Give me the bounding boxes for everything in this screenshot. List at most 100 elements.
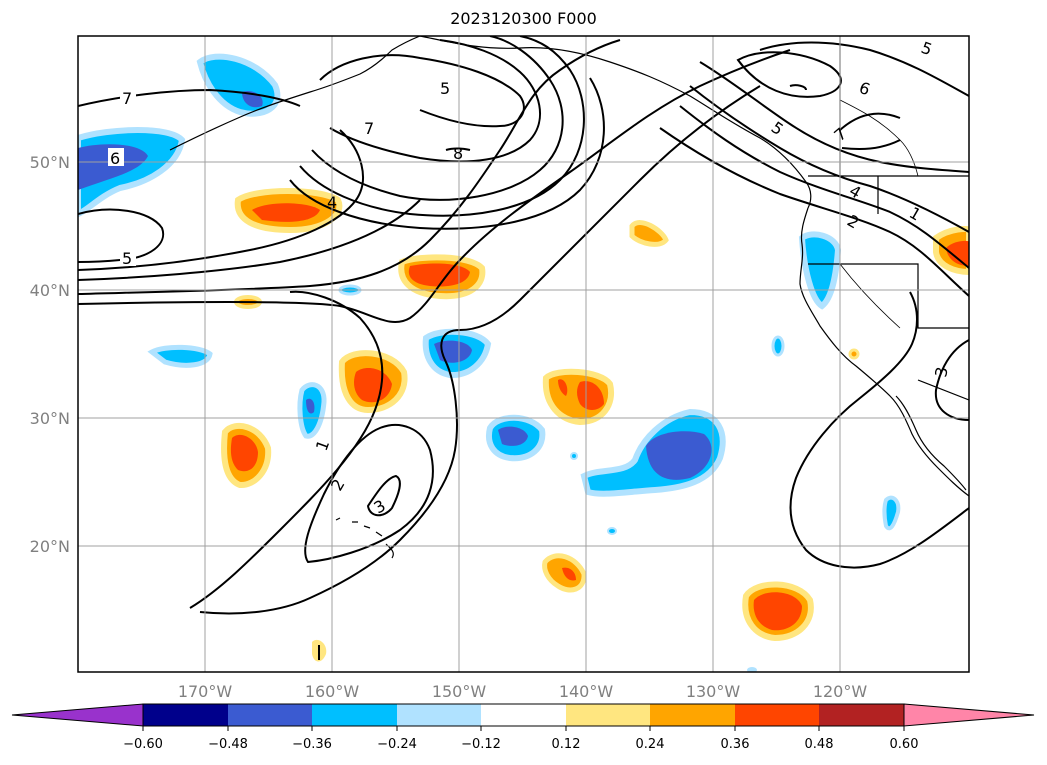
aleutian-islands <box>169 36 421 151</box>
negative-anomaly-core <box>498 426 528 446</box>
contour-line <box>78 49 791 324</box>
contour-label: 5 <box>122 249 132 268</box>
positive-anomaly-blob <box>629 220 669 247</box>
contour-layer <box>78 36 969 615</box>
colorbar-over-triangle <box>903 703 1035 727</box>
positive-anomaly-core <box>230 434 258 472</box>
border-line <box>839 263 901 329</box>
colorbar-ticks <box>142 726 905 731</box>
contour-line <box>189 290 384 609</box>
contour-line <box>199 85 761 615</box>
negative-anomaly-blob <box>607 527 617 535</box>
colorbar-segment <box>819 704 904 726</box>
north-america-west-coast <box>799 207 969 497</box>
negative-anomaly-blob <box>798 231 842 310</box>
colorbar-segment <box>566 704 650 726</box>
colorbar-under-triangle <box>11 703 144 727</box>
negative-anomaly-blob <box>882 495 901 531</box>
colorbar-segment <box>481 704 566 726</box>
negative-anomaly-core <box>646 431 712 480</box>
colorbar-tick-label: 0.24 <box>636 737 665 752</box>
positive-anomaly-core <box>558 379 568 396</box>
contour-line <box>319 54 525 128</box>
negative-anomaly-core <box>78 144 148 190</box>
contour-line <box>659 127 969 297</box>
longitude-labels: 170°W 160°W 150°W 140°W 130°W 120°W <box>178 682 868 701</box>
colorbar-tick-label: −0.60 <box>123 737 163 752</box>
lon-label: 130°W <box>686 682 741 701</box>
contour-line <box>759 41 969 97</box>
colorbar-tick-label: 0.60 <box>890 737 919 752</box>
coastline-layer <box>169 36 969 559</box>
contour-label: 8 <box>453 144 463 163</box>
colorbar-tick-label: 0.48 <box>805 737 834 752</box>
positive-anomaly-core <box>753 592 802 631</box>
lon-label: 150°W <box>432 682 487 701</box>
lon-label: 140°W <box>559 682 614 701</box>
lat-label: 40°N <box>30 281 70 300</box>
positive-anomaly-core <box>577 381 604 410</box>
contour-line <box>78 199 421 281</box>
contour-label: 5 <box>440 79 450 98</box>
colorbar-tick-label: −0.48 <box>208 737 248 752</box>
graticule <box>78 36 969 672</box>
lat-label: 20°N <box>30 537 70 556</box>
contour-line <box>699 61 969 173</box>
contour-line <box>78 88 301 107</box>
contour-label-layer: 7 5 7 6 4 5 8 5 6 5 7 4 2 1 1 2 3 3 <box>108 38 952 517</box>
contour-line <box>679 105 969 269</box>
contour-line <box>78 208 165 263</box>
colorbar-tick-label: −0.12 <box>461 737 501 752</box>
colorbar-segment <box>143 704 228 726</box>
contour-label: 6 <box>110 149 120 168</box>
negative-anomaly-blob <box>771 335 785 357</box>
negative-anomaly-blob <box>147 344 213 368</box>
negative-anomaly-blob <box>747 667 757 672</box>
contour-line <box>299 36 585 217</box>
contour-label: 3 <box>931 365 951 378</box>
contour-line <box>329 39 542 163</box>
colorbar-segment <box>397 704 481 726</box>
negative-anomaly-core <box>306 398 315 414</box>
contour-line <box>789 84 807 91</box>
colorbar: −0.60 −0.48 −0.36 −0.24 −0.12 0.12 0.24 … <box>11 703 1035 752</box>
baja-california <box>895 395 967 491</box>
contour-line <box>311 36 564 201</box>
contour-line <box>789 291 969 569</box>
positive-anomaly-blob <box>848 348 860 360</box>
lat-label: 30°N <box>30 409 70 428</box>
colorbar-tick-label: 0.36 <box>721 737 750 752</box>
colorbar-segment <box>228 704 312 726</box>
contour-line <box>841 139 901 150</box>
colorbar-segment <box>650 704 735 726</box>
lat-label: 50°N <box>30 153 70 172</box>
contour-line <box>78 129 364 271</box>
latitude-labels: 50°N 40°N 30°N 20°N <box>30 153 70 556</box>
lon-label: 160°W <box>305 682 360 701</box>
contour-line <box>445 147 471 151</box>
colorbar-tick-label: −0.36 <box>292 737 332 752</box>
contour-label: 7 <box>122 89 132 108</box>
positive-anomaly-core <box>252 203 320 222</box>
map-title: 2023120300 F000 <box>450 9 597 28</box>
contour-line <box>689 85 969 233</box>
map-frame <box>77 35 970 673</box>
contour-line <box>304 424 434 564</box>
lon-label: 120°W <box>813 682 868 701</box>
lon-label: 170°W <box>178 682 233 701</box>
anomaly-fill-layer <box>78 53 969 672</box>
colorbar-tick-label: 0.12 <box>552 737 581 752</box>
contour-line <box>934 339 969 421</box>
positive-anomaly-core <box>562 567 576 581</box>
colorbar-frame <box>142 703 905 727</box>
hawaiian-islands <box>335 517 394 559</box>
contour-line <box>289 77 605 230</box>
contour-line <box>78 39 621 295</box>
contour-line <box>366 474 401 517</box>
contour-label: 4 <box>327 193 337 212</box>
negative-anomaly-blob <box>570 452 578 460</box>
colorbar-tick-label: −0.24 <box>377 737 417 752</box>
contour-label: 7 <box>364 119 374 138</box>
colorbar-segment <box>735 704 819 726</box>
